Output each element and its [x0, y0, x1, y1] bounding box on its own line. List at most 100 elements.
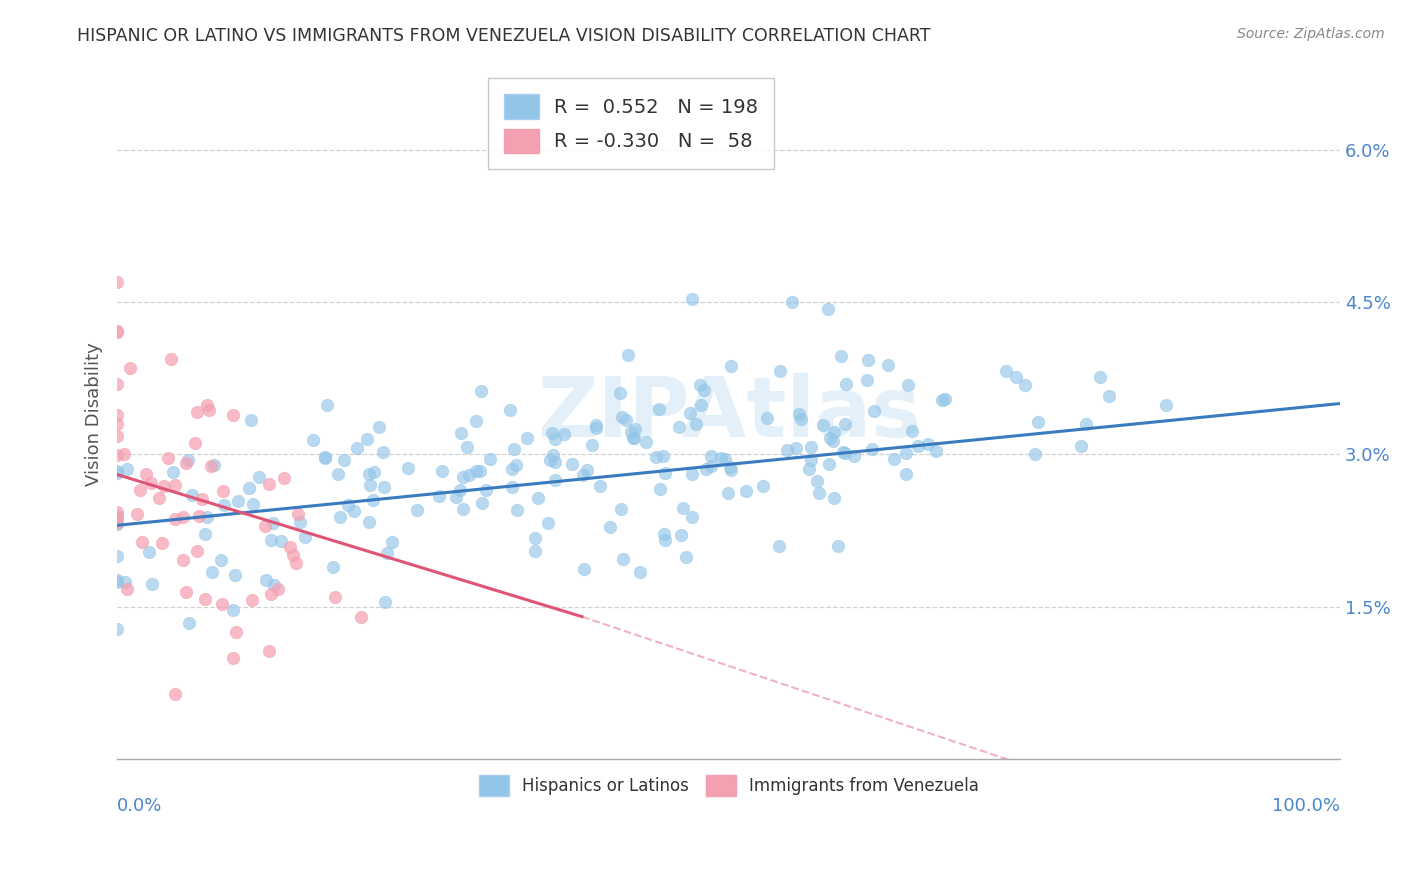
Point [105, 449, 128, 463]
Point [710, 450, 733, 465]
Point [449, 483, 471, 497]
Point [1074, 417, 1097, 431]
Point [700, 459, 723, 474]
Point [195, 509, 218, 524]
Point [692, 383, 714, 397]
Point [367, 419, 389, 434]
Point [475, 483, 498, 498]
Text: ZIPAtlas: ZIPAtlas [537, 373, 921, 454]
Point [675, 549, 697, 564]
Point [453, 470, 475, 484]
Point [636, 434, 658, 449]
Point [612, 552, 634, 566]
Point [186, 544, 208, 558]
Point [314, 450, 336, 465]
Point [195, 398, 218, 412]
Point [628, 565, 651, 579]
Point [238, 481, 260, 495]
Text: 100.0%: 100.0% [1272, 797, 1340, 814]
Point [139, 475, 162, 490]
Point [499, 403, 522, 417]
Point [827, 539, 849, 553]
Point [882, 452, 904, 467]
Point [105, 417, 128, 431]
Point [831, 445, 853, 459]
Point [211, 483, 233, 498]
Text: 0.0%: 0.0% [117, 797, 163, 814]
Point [620, 425, 643, 439]
Point [689, 377, 711, 392]
Point [901, 424, 924, 438]
Point [153, 479, 176, 493]
Point [105, 324, 128, 338]
Point [224, 567, 246, 582]
Point [316, 398, 339, 412]
Point [105, 573, 128, 587]
Point [105, 467, 128, 481]
Point [163, 511, 186, 525]
Point [863, 404, 886, 418]
Point [609, 502, 631, 516]
Point [830, 349, 852, 363]
Point [240, 592, 263, 607]
Point [357, 515, 380, 529]
Point [105, 505, 128, 519]
Point [138, 545, 160, 559]
Point [457, 467, 479, 482]
Point [450, 425, 472, 440]
Point [198, 403, 221, 417]
Point [877, 358, 900, 372]
Point [270, 534, 292, 549]
Point [174, 585, 197, 599]
Point [105, 575, 128, 590]
Point [817, 302, 839, 317]
Point [396, 460, 419, 475]
Point [112, 447, 135, 461]
Point [371, 445, 394, 459]
Point [931, 392, 953, 407]
Point [165, 478, 187, 492]
Point [544, 432, 567, 446]
Point [648, 402, 671, 417]
Point [599, 519, 621, 533]
Point [257, 644, 280, 658]
Point [797, 462, 820, 476]
Point [105, 549, 128, 564]
Point [177, 452, 200, 467]
Point [363, 493, 385, 508]
Point [623, 431, 645, 445]
Point [700, 449, 723, 463]
Point [357, 467, 380, 481]
Point [186, 405, 208, 419]
Point [768, 539, 790, 553]
Point [897, 377, 920, 392]
Point [328, 467, 350, 481]
Point [585, 418, 607, 433]
Point [135, 467, 157, 481]
Point [471, 496, 494, 510]
Point [222, 602, 245, 616]
Point [834, 446, 856, 460]
Point [1070, 439, 1092, 453]
Point [654, 466, 676, 480]
Point [668, 420, 690, 434]
Point [464, 464, 486, 478]
Point [768, 364, 790, 378]
Point [806, 474, 828, 488]
Point [503, 442, 526, 457]
Point [501, 462, 523, 476]
Point [105, 429, 128, 443]
Point [456, 441, 478, 455]
Point [162, 465, 184, 479]
Point [856, 373, 879, 387]
Point [343, 504, 366, 518]
Point [302, 433, 325, 447]
Point [1098, 389, 1121, 403]
Point [780, 294, 803, 309]
Point [314, 450, 336, 465]
Point [363, 466, 385, 480]
Point [835, 376, 858, 391]
Point [1005, 370, 1028, 384]
Point [105, 510, 128, 524]
Point [585, 420, 607, 434]
